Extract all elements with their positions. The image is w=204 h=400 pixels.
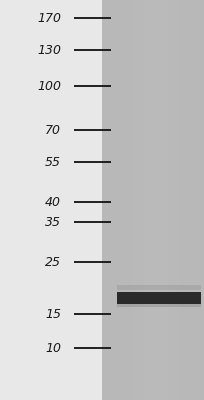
Bar bbox=[158, 0, 163, 400]
Bar bbox=[128, 0, 133, 400]
Bar bbox=[168, 0, 173, 400]
Bar bbox=[163, 0, 168, 400]
Text: 55: 55 bbox=[45, 156, 61, 168]
Bar bbox=[184, 0, 189, 400]
Text: 40: 40 bbox=[45, 196, 61, 208]
Bar bbox=[117, 0, 122, 400]
Bar bbox=[102, 0, 204, 400]
Text: 35: 35 bbox=[45, 216, 61, 228]
Bar bbox=[194, 0, 199, 400]
Bar bbox=[178, 0, 184, 400]
Text: 10: 10 bbox=[45, 342, 61, 354]
Bar bbox=[153, 0, 158, 400]
Bar bbox=[107, 0, 112, 400]
Bar bbox=[112, 0, 117, 400]
Bar bbox=[143, 0, 148, 400]
Text: 100: 100 bbox=[37, 80, 61, 92]
Bar bbox=[189, 0, 194, 400]
Text: 15: 15 bbox=[45, 308, 61, 320]
Bar bbox=[117, 292, 201, 304]
Bar bbox=[199, 0, 204, 400]
Bar bbox=[102, 0, 107, 400]
Bar bbox=[173, 0, 178, 400]
Bar bbox=[138, 0, 143, 400]
Bar bbox=[133, 0, 138, 400]
Text: 170: 170 bbox=[37, 12, 61, 24]
Bar bbox=[148, 0, 153, 400]
Text: 130: 130 bbox=[37, 44, 61, 56]
Bar bbox=[0, 0, 102, 400]
Bar bbox=[122, 0, 128, 400]
Bar bbox=[117, 300, 201, 307]
Text: 70: 70 bbox=[45, 124, 61, 136]
Bar bbox=[117, 285, 201, 290]
Text: 25: 25 bbox=[45, 256, 61, 268]
